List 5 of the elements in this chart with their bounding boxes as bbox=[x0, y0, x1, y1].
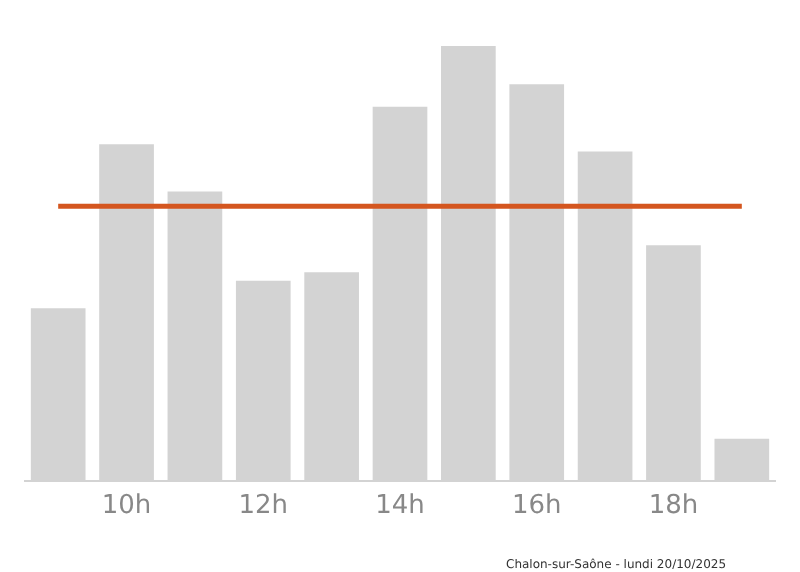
x-tick-label: 12h bbox=[238, 491, 289, 522]
x-tick-label: 18h bbox=[648, 491, 699, 522]
x-tick-label: 14h bbox=[375, 491, 425, 522]
x-tick-label: 16h bbox=[511, 491, 562, 522]
x-tick-label: 10h bbox=[101, 491, 152, 522]
